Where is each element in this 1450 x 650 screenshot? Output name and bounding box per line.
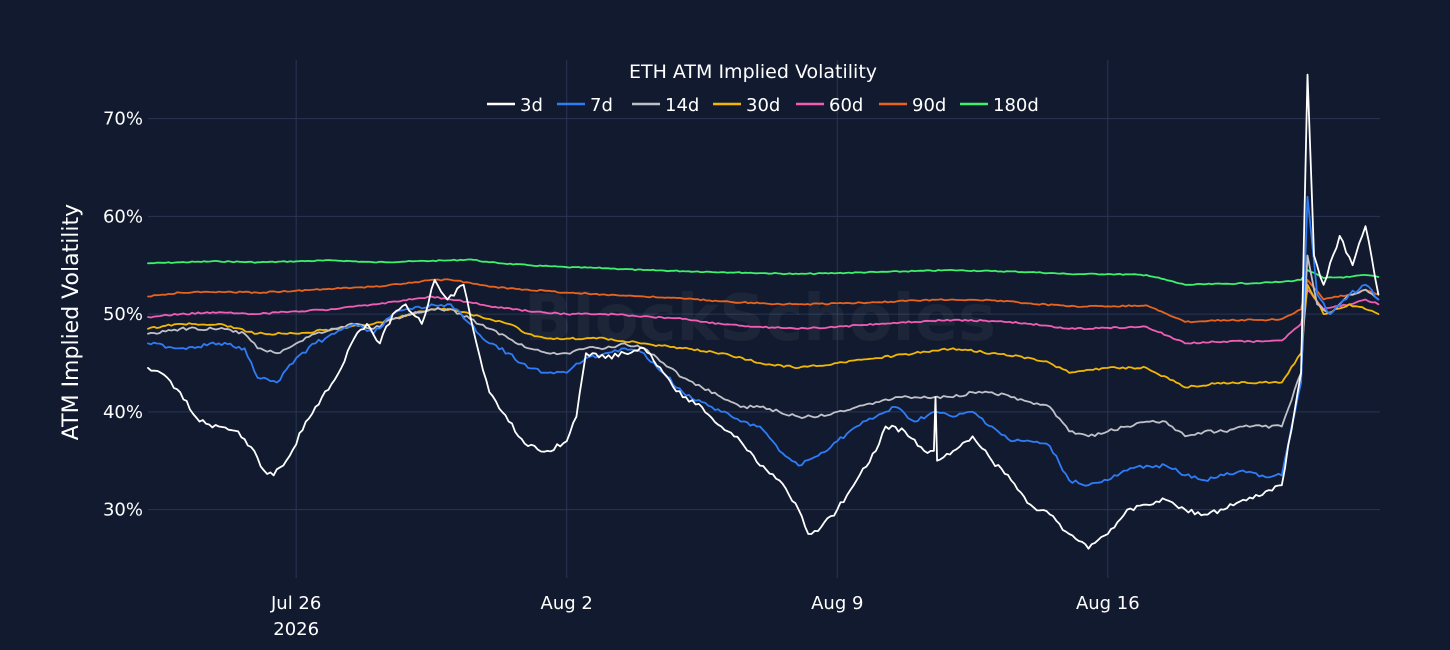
y-axis-ticks: 30% 40% 50% 60% 70% (103, 109, 143, 521)
series-line-90d (147, 278, 1380, 324)
y-tick-label: 30% (103, 500, 143, 521)
series-line-180d (147, 258, 1380, 286)
legend-item-14d[interactable]: 14d (632, 95, 699, 116)
grid (148, 60, 1380, 578)
legend-item-90d[interactable]: 90d (879, 95, 946, 116)
legend-label: 3d (520, 95, 543, 116)
series-lines (147, 73, 1380, 550)
y-tick-label: 70% (103, 109, 143, 130)
x-axis-ticks: Jul 26 2026 Aug 2 Aug 9 Aug 16 (270, 593, 1140, 640)
series-line-3d (147, 73, 1380, 550)
legend-label: 180d (993, 95, 1039, 116)
y-tick-label: 60% (103, 206, 143, 227)
legend-item-60d[interactable]: 60d (796, 95, 863, 116)
x-tick-label: Aug 9 (811, 593, 863, 614)
x-tick-label: Aug 16 (1076, 593, 1140, 614)
legend-label: 90d (912, 95, 946, 116)
legend-label: 7d (590, 95, 613, 116)
x-tick-label: Jul 26 (270, 593, 321, 614)
legend-item-3d[interactable]: 3d (487, 95, 543, 116)
legend-item-30d[interactable]: 30d (713, 95, 780, 116)
legend-item-7d[interactable]: 7d (557, 95, 613, 116)
legend-label: 14d (665, 95, 699, 116)
series-line-7d (147, 195, 1380, 487)
series-line-60d (147, 288, 1380, 345)
legend[interactable]: 3d 7d 14d 30d 60d 90d 180d (487, 95, 1039, 116)
legend-label: 30d (746, 95, 780, 116)
chart-title: ETH ATM Implied Volatility (629, 61, 877, 83)
legend-label: 60d (829, 95, 863, 116)
x-tick-sublabel: 2026 (273, 619, 319, 640)
y-axis-title: ATM Implied Volatility (59, 204, 84, 440)
y-tick-label: 50% (103, 304, 143, 325)
y-tick-label: 40% (103, 402, 143, 423)
x-tick-label: Aug 2 (541, 593, 593, 614)
legend-item-180d[interactable]: 180d (960, 95, 1039, 116)
